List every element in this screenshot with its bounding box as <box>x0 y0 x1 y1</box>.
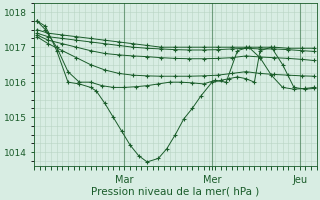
X-axis label: Pression niveau de la mer( hPa ): Pression niveau de la mer( hPa ) <box>91 187 260 197</box>
